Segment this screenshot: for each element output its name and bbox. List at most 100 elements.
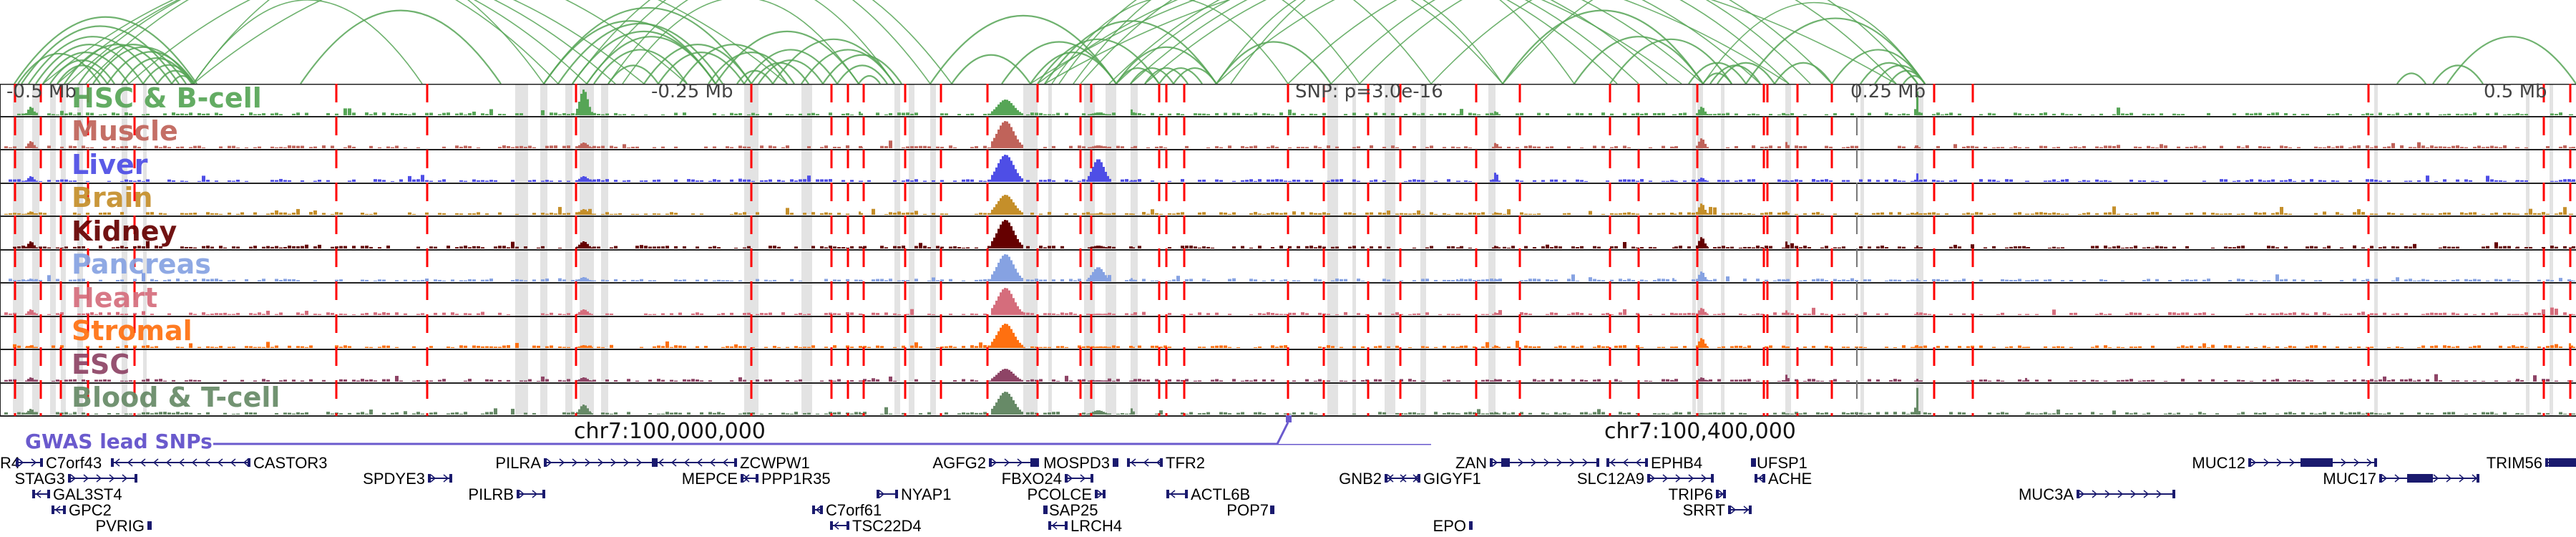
signal-bar — [1292, 380, 1296, 382]
gene-nyap1: NYAP1 — [877, 485, 952, 503]
signal-bar — [365, 279, 369, 281]
signal-bar — [893, 246, 897, 248]
signal-bar — [416, 179, 420, 182]
signal-bar — [2057, 346, 2060, 348]
exon — [1270, 505, 1273, 514]
signal-peak-bar — [995, 335, 997, 348]
signal-bar — [2464, 413, 2468, 415]
signal-bar — [717, 180, 721, 182]
exon — [1645, 458, 1648, 467]
signal-bar — [1786, 279, 1790, 281]
signal-peak-bar — [1700, 203, 1702, 215]
signal-bar — [82, 145, 85, 148]
signal-bar — [1636, 213, 1639, 215]
signal-peak-bar — [582, 241, 585, 248]
signal-peak-bar — [36, 247, 38, 248]
gene-label: CASTOR3 — [253, 454, 328, 472]
signal-bar — [1335, 246, 1339, 248]
signal-bar — [1820, 380, 1824, 382]
signal-bar — [262, 347, 265, 348]
interaction-arc — [1216, 0, 1761, 84]
signal-bar — [2439, 213, 2442, 215]
signal-bar — [1902, 146, 1906, 148]
signal-bar — [399, 380, 403, 382]
signal-bar — [1352, 213, 1356, 215]
signal-bar — [116, 246, 119, 248]
signal-peak-bar — [1496, 144, 1498, 148]
signal-bar — [1752, 113, 1755, 115]
signal-bar — [781, 312, 785, 315]
signal-peak-bar — [1785, 279, 1787, 281]
signal-peak-bar — [580, 345, 582, 348]
signal-bar — [2078, 147, 2082, 148]
signal-bar — [270, 180, 274, 182]
signal-bar — [1593, 145, 1596, 148]
signal-bar — [477, 180, 480, 182]
signal-bar — [893, 380, 897, 382]
signal-bar — [1760, 314, 1764, 315]
signal-bar — [502, 345, 506, 348]
signal-bar — [2306, 347, 2309, 348]
signal-bar — [416, 314, 420, 315]
signal-bar — [489, 412, 493, 415]
signal-bar — [1112, 246, 1116, 248]
signal-bar — [1979, 345, 1983, 348]
signal-bar — [2224, 246, 2228, 248]
signal-bar — [966, 179, 970, 182]
signal-bar — [1546, 413, 1549, 415]
signal-bar — [2370, 147, 2373, 148]
signal-bar — [2069, 313, 2073, 315]
signal-bar — [2288, 379, 2292, 382]
signal-peak-bar — [1133, 180, 1135, 182]
signal-bar — [2035, 413, 2039, 415]
signal-bar — [1443, 412, 1446, 415]
signal-peak-bar — [1000, 159, 1002, 182]
signal-bar — [2353, 412, 2356, 415]
strand-arrow — [597, 458, 604, 467]
signal-bar — [1185, 279, 1189, 281]
signal-bar — [2430, 413, 2434, 415]
signal-bar — [17, 246, 21, 248]
signal-bar — [2546, 379, 2550, 382]
signal-bar — [1258, 313, 1262, 315]
signal-bar — [283, 180, 287, 182]
signal-peak-bar — [1672, 247, 1674, 248]
strand-arrow — [217, 458, 223, 467]
signal-bar — [1206, 313, 1210, 315]
signal-bar — [1168, 180, 1171, 182]
signal-peak-bar — [2515, 347, 2517, 348]
gene-label: EPHB4 — [1651, 454, 1702, 472]
signal-bar — [485, 346, 489, 348]
signal-bar — [2533, 213, 2537, 215]
signal-bar — [13, 344, 16, 348]
signal-bar — [2383, 312, 2386, 315]
signal-bar — [2542, 309, 2545, 315]
interaction-arc — [2432, 64, 2484, 84]
signal-bar — [107, 413, 111, 415]
signal-peak-bar — [1702, 238, 1704, 248]
signal-bar — [730, 346, 733, 348]
signal-bar — [1181, 412, 1184, 415]
signal-bar — [94, 413, 98, 415]
signal-bar — [1485, 279, 1489, 281]
signal-peak-bar — [997, 372, 1000, 382]
signal-peak-bar — [1498, 247, 1501, 248]
signal-bar — [1288, 413, 1292, 415]
gene-label: PCOLCE — [1028, 485, 1092, 503]
signal-bar — [180, 146, 184, 148]
signal-peak-bar — [2517, 413, 2519, 415]
signal-bar — [567, 379, 570, 382]
gene-label: ZAN — [1455, 454, 1487, 472]
signal-peak-bar — [1107, 380, 1109, 382]
signal-bar — [2155, 246, 2159, 248]
track-signal-8 — [4, 369, 2573, 382]
signal-bar — [1421, 112, 1425, 115]
signal-bar — [2417, 142, 2421, 148]
signal-bar — [1344, 380, 1347, 382]
signal-peak-bar — [1131, 347, 1133, 348]
signal-bar — [2447, 246, 2451, 248]
signal-bar — [1812, 307, 1815, 315]
signal-bar — [2284, 246, 2288, 248]
signal-bar — [2009, 179, 2013, 182]
signal-bar — [253, 246, 257, 248]
